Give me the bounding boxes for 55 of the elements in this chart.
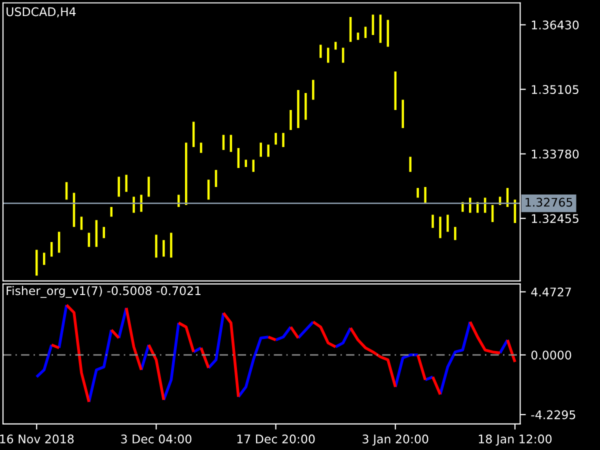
bar [297, 90, 300, 128]
bar [274, 132, 277, 145]
bar [170, 232, 172, 258]
bar [252, 160, 254, 172]
bar [267, 144, 270, 157]
bar [402, 100, 404, 128]
y-tick-label: 0.0000 [531, 350, 572, 360]
bar [432, 214, 434, 228]
bar [342, 48, 344, 63]
bar [36, 250, 38, 276]
x-tick-label: 18 Jan 12:00 [478, 434, 552, 446]
bar [304, 92, 307, 120]
ref-line-label: 1.32765 [526, 198, 572, 207]
bar [244, 160, 248, 168]
bar [409, 156, 412, 172]
bar [140, 194, 142, 212]
x-tick-label: 17 Dec 20:00 [237, 434, 315, 444]
bar [132, 196, 135, 213]
bar [364, 26, 367, 38]
chart-title: USDCAD,H4 [6, 7, 76, 18]
bar [155, 234, 158, 258]
bar [320, 44, 322, 58]
bar [356, 32, 360, 40]
bar [192, 122, 195, 148]
bar [125, 174, 128, 192]
bar [372, 14, 374, 36]
y-tick-label: 1.33780 [532, 150, 579, 159]
y-tick-label: -4.2295 [531, 410, 576, 420]
bar [446, 214, 449, 232]
bar [416, 188, 419, 198]
bar [162, 240, 165, 257]
x-tick-label: 3 Jan 20:00 [362, 434, 428, 446]
x-tick-label: 16 Nov 2018 [0, 434, 74, 444]
y-tick-label: 1.32455 [532, 214, 578, 224]
chart-title: Fisher_org_v1(7) -0.5008 -0.7021 [6, 286, 200, 298]
bar [42, 252, 46, 265]
bar [95, 220, 98, 247]
bar [454, 226, 456, 240]
bar [290, 110, 292, 130]
bar [148, 176, 150, 197]
bar [439, 216, 442, 238]
bar [260, 142, 262, 157]
y-tick-label: 1.36430 [532, 20, 579, 30]
y-tick-label: 1.35105 [532, 85, 578, 94]
bar [424, 186, 426, 204]
bar [379, 14, 382, 43]
bar [118, 176, 120, 197]
x-tick-label: 3 Dec 04:00 [121, 434, 192, 444]
y-tick-label: 4.4727 [531, 288, 571, 296]
bar [282, 132, 284, 148]
bar [200, 142, 202, 153]
bar [349, 17, 352, 42]
bar [326, 48, 330, 63]
bar [80, 216, 83, 230]
bar [312, 80, 314, 100]
